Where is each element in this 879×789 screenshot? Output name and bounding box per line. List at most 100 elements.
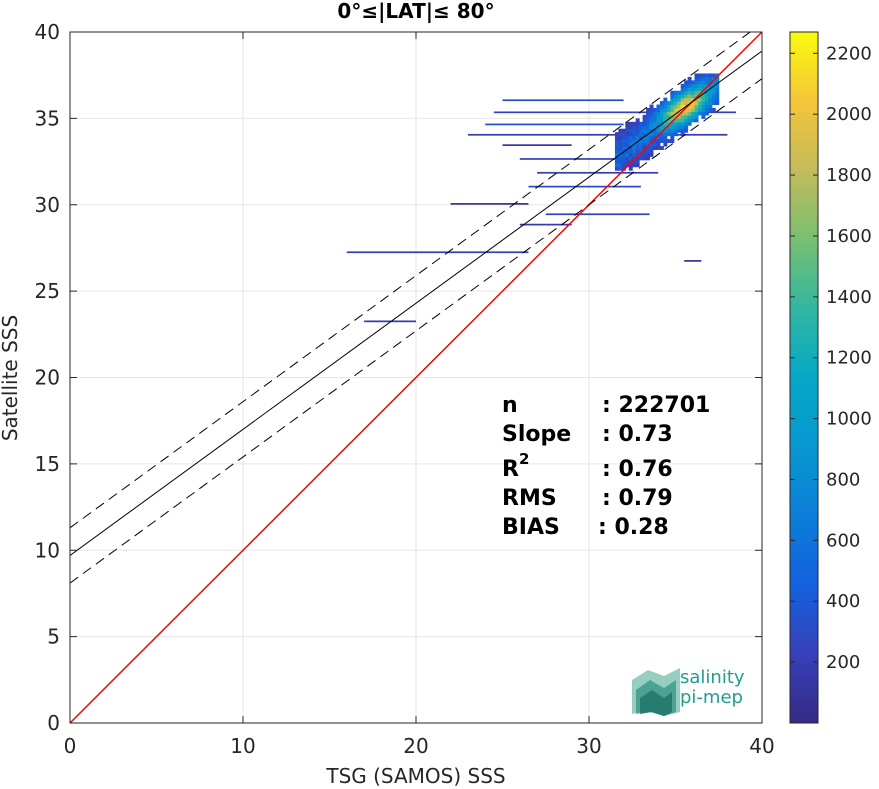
density-cell — [632, 139, 637, 144]
stat-rms-label: RMS — [502, 486, 557, 511]
x-axis-label: TSG (SAMOS) SSS — [325, 764, 505, 788]
density-cell — [708, 83, 713, 88]
density-cell — [653, 142, 657, 147]
density-cell — [649, 104, 654, 109]
density-cell — [656, 128, 661, 133]
density-cell — [646, 149, 651, 154]
density-cell — [670, 104, 675, 109]
density-cell — [649, 146, 654, 150]
density-cell — [701, 90, 706, 95]
density-cell — [670, 125, 675, 130]
density-cell — [621, 159, 626, 164]
density-cell — [704, 111, 709, 116]
density-cell — [673, 94, 678, 99]
density-cell — [653, 118, 657, 123]
density-cell — [670, 94, 675, 99]
density-cell — [659, 125, 664, 130]
density-cell — [656, 142, 661, 147]
density-cell — [642, 156, 647, 161]
density-cell — [649, 142, 654, 147]
density-cell — [635, 152, 640, 157]
density-cell — [704, 108, 709, 112]
density-cell — [618, 152, 623, 157]
density-cell — [680, 125, 685, 130]
density-cell — [701, 87, 706, 92]
density-cell — [715, 76, 720, 81]
density-cell — [694, 87, 699, 92]
density-cell — [628, 135, 633, 140]
density-cell — [673, 97, 678, 102]
density-cell — [663, 132, 668, 137]
density-cell — [656, 146, 661, 150]
density-cell — [614, 156, 619, 161]
density-cell — [625, 121, 630, 126]
density-cell — [673, 125, 678, 130]
density-cell — [673, 101, 678, 106]
density-cell — [649, 108, 654, 112]
density-cell — [708, 76, 713, 81]
density-cell — [691, 101, 696, 106]
density-cell — [621, 146, 626, 150]
density-cell — [639, 121, 644, 126]
density-cell — [704, 73, 709, 78]
density-cell — [670, 121, 675, 126]
density-cell — [704, 87, 709, 92]
density-cell — [659, 146, 664, 150]
density-cell — [711, 80, 716, 85]
density-cell — [639, 132, 644, 137]
density-cell — [656, 125, 661, 130]
density-cell — [697, 90, 702, 95]
density-cell — [659, 104, 664, 109]
density-cell — [632, 135, 637, 140]
density-cell — [642, 146, 647, 150]
y-tick-label: 10 — [35, 538, 60, 562]
colorbar-tick-label: 1800 — [826, 165, 872, 186]
density-cell — [701, 108, 706, 112]
density-cell — [694, 94, 699, 99]
density-cell — [708, 80, 713, 85]
density-cell — [618, 135, 623, 140]
density-cell — [687, 97, 692, 102]
density-cell — [649, 111, 654, 116]
colorbar-tick-label: 400 — [826, 591, 860, 612]
y-tick-label: 15 — [35, 452, 60, 476]
density-cell — [677, 90, 682, 95]
density-cell — [687, 83, 692, 88]
density-cell — [701, 101, 706, 106]
stats-annotation: n : 222701 Slope : 0.73 R2 : 0.76 RMS : … — [502, 393, 710, 540]
salinity-pimep-logo: salinity pi-mep — [632, 667, 745, 716]
density-cell — [687, 87, 692, 92]
density-cell — [663, 135, 668, 140]
density-cell — [621, 139, 626, 144]
density-streak — [485, 123, 624, 126]
density-cell — [670, 128, 675, 133]
density-cell — [632, 152, 637, 157]
density-cell — [691, 108, 696, 112]
density-cell — [635, 149, 640, 154]
density-cell — [646, 139, 651, 144]
stat-n-value: : 222701 — [602, 393, 710, 418]
density-cell — [704, 97, 709, 102]
density-cell — [663, 118, 668, 123]
density-cell — [649, 128, 654, 133]
density-cell — [632, 125, 637, 130]
density-cell — [632, 149, 637, 154]
density-cell — [635, 159, 640, 164]
density-cell — [635, 132, 640, 137]
density-cell — [711, 76, 716, 81]
density-cell — [614, 146, 619, 150]
density-cell — [646, 135, 651, 140]
density-cell — [684, 94, 689, 99]
density-cell — [614, 142, 619, 147]
density-cell — [680, 128, 685, 133]
density-cell — [614, 159, 619, 164]
density-cell — [639, 128, 644, 133]
density-cell — [653, 121, 657, 126]
colorbar-tick-label: 2000 — [826, 104, 872, 125]
y-tick-label: 0 — [47, 711, 60, 735]
density-cell — [708, 90, 713, 95]
logo-text-line2: pi-mep — [680, 687, 743, 708]
density-cell — [635, 135, 640, 140]
density-streak — [537, 171, 659, 174]
density-cell — [684, 90, 689, 95]
